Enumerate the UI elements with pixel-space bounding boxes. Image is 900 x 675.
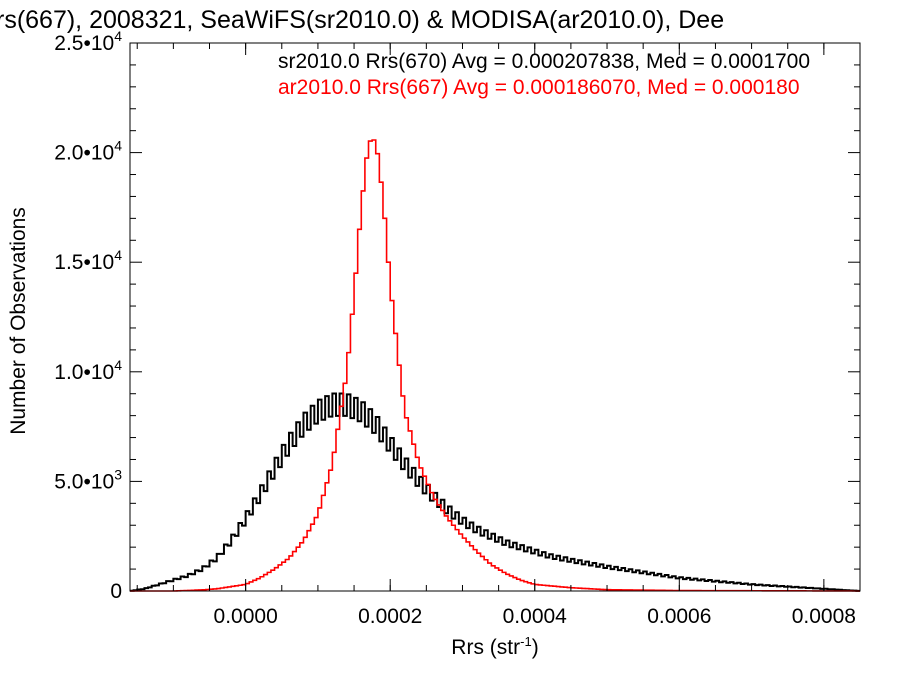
- plot-frame: [129, 42, 861, 592]
- y-tick-label: 0: [110, 580, 122, 603]
- x-tick-label: 0.0002: [358, 605, 422, 628]
- x-tick-label: 0.0008: [792, 605, 856, 628]
- x-axis-label-exponent: -1: [520, 634, 532, 649]
- y-tick-label: 5.0•103: [54, 466, 122, 493]
- y-tick-label: 2.0•104: [54, 138, 122, 165]
- legend-entry-series-2: ar2010.0 Rrs(667) Avg = 0.000186070, Med…: [278, 76, 800, 99]
- x-tick-label: 0.0004: [503, 605, 568, 628]
- x-axis-label-main: Rrs (str: [451, 636, 520, 659]
- y-axis-ticks: 0 5.0•103 1.0•104 1.5•104 2.0•104 2.5•104: [54, 28, 860, 603]
- x-tick-label: 0.0000: [214, 605, 278, 628]
- chart-title: rs(667), 2008321, SeaWiFS(sr2010.0) & MO…: [0, 6, 724, 34]
- series-line-1: [130, 392, 860, 592]
- series-layer: [130, 139, 860, 592]
- x-axis-label-close: ): [532, 636, 539, 659]
- x-axis-label: Rrs (str-1): [451, 634, 538, 659]
- x-tick-label: 0.0006: [647, 605, 711, 628]
- y-tick-label: 2.5•104: [54, 28, 122, 55]
- y-tick-label: 1.0•104: [54, 357, 122, 384]
- plot-area: 0.0000 0.0002 0.0004 0.0006 0.0008 0 5.0•103 1…: [54, 28, 861, 628]
- y-tick-label: 1.5•104: [54, 247, 122, 274]
- y-axis-label: Number of Observations: [7, 207, 30, 435]
- legend-entry-series-1: sr2010.0 Rrs(670) Avg = 0.000207838, Med…: [278, 50, 810, 73]
- x-axis-ticks: 0.0000 0.0002 0.0004 0.0006 0.0008: [136, 43, 856, 628]
